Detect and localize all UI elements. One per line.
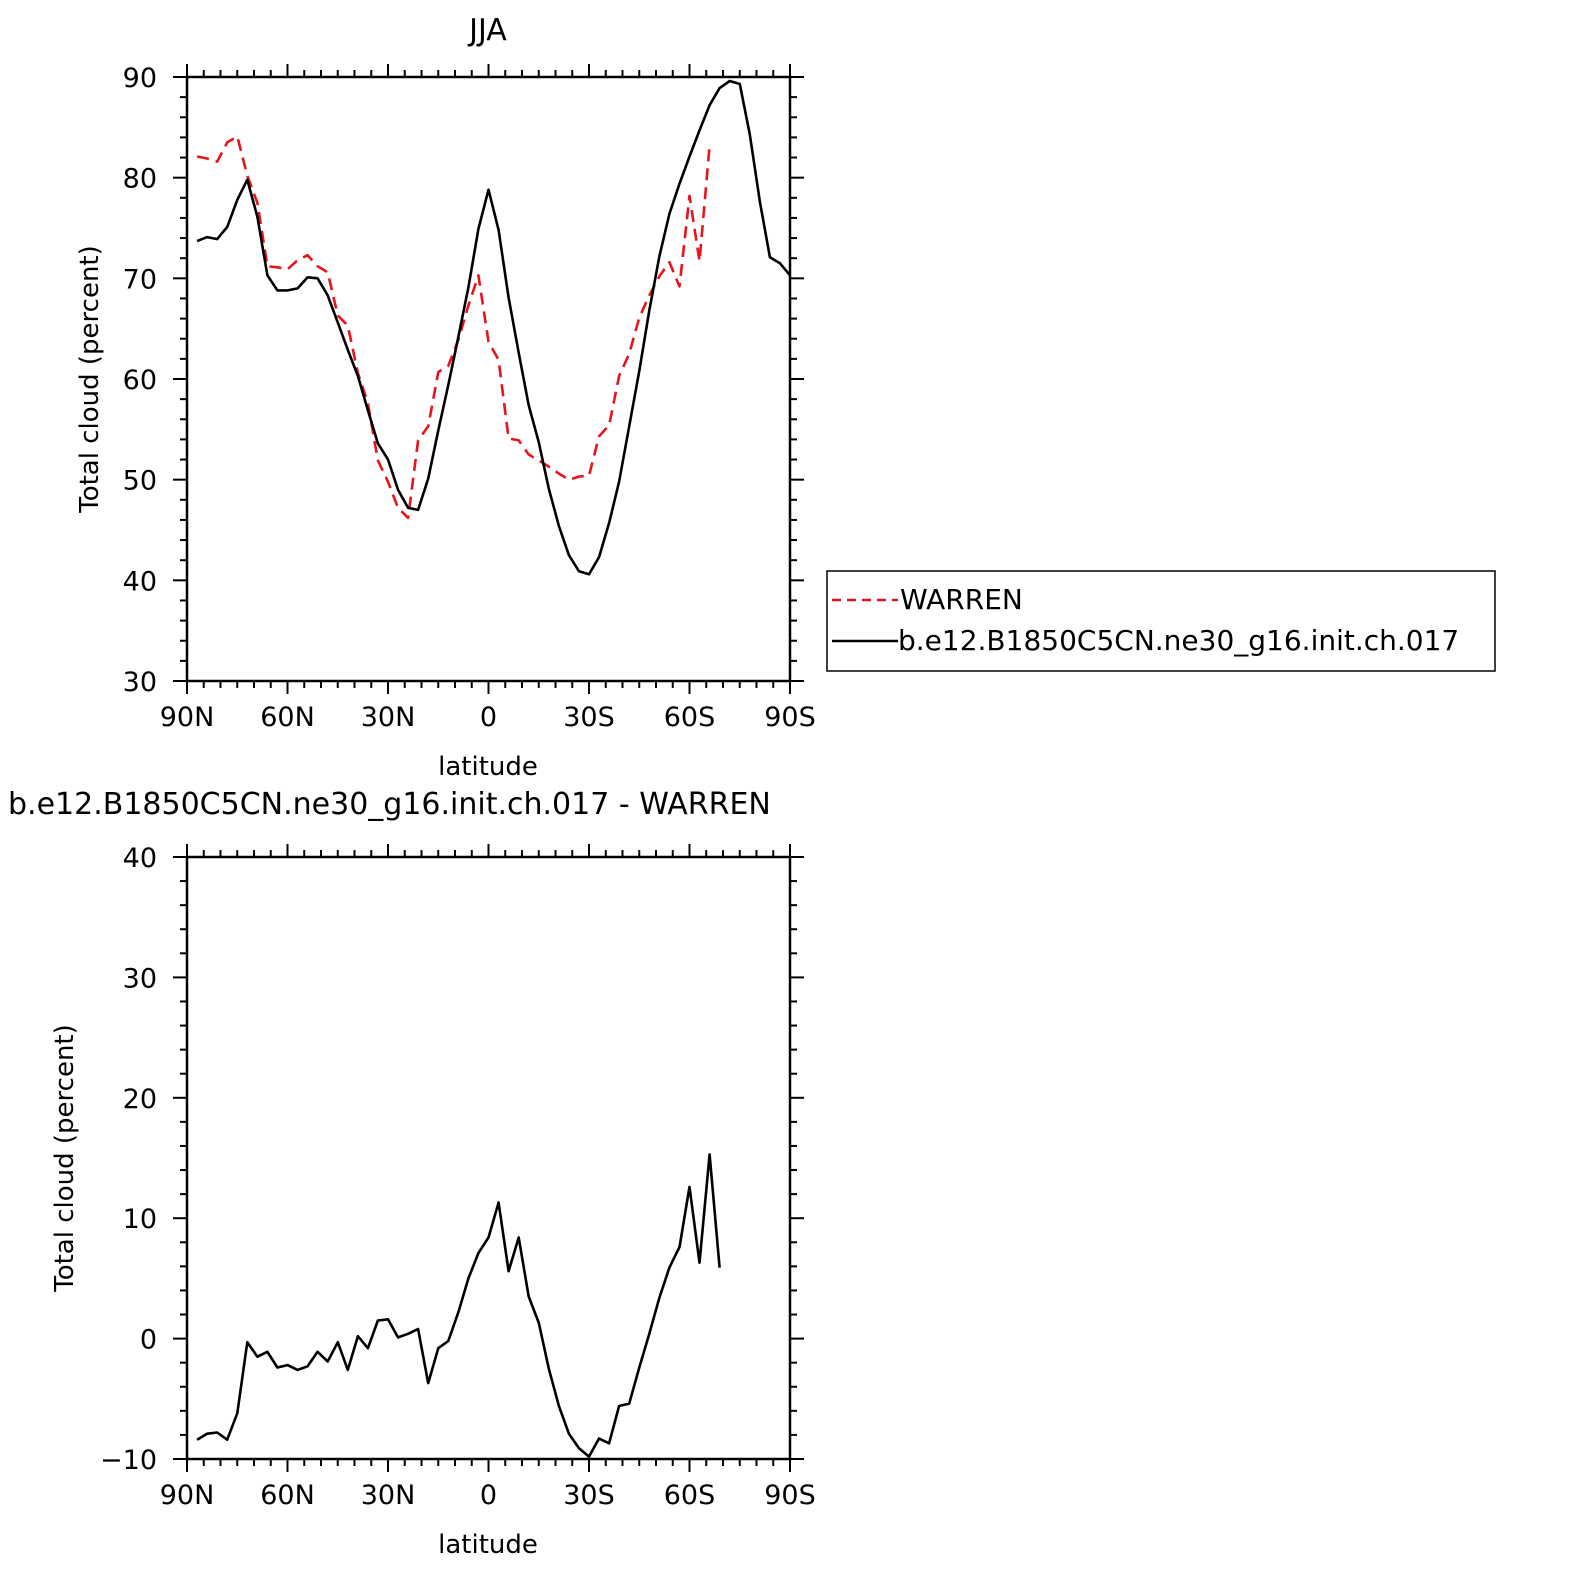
bottom-chart-plot-frame <box>185 855 792 1461</box>
top-y-tick-label: 70 <box>123 264 157 295</box>
top-y-tick-label: 60 <box>123 365 157 396</box>
bottom-x-tick-label: 90N <box>160 1480 215 1511</box>
bottom-y-tick-label: 10 <box>123 1204 157 1235</box>
bottom-y-tick-label: 30 <box>123 963 157 994</box>
top-chart-plot-frame <box>185 75 792 683</box>
bottom-chart-y-axis-label: Total cloud (percent) <box>50 1024 80 1293</box>
bottom-x-tick-label: 30N <box>361 1480 416 1511</box>
bottom-y-tick-label: 20 <box>123 1084 157 1115</box>
top-chart-y-axis-label: Total cloud (percent) <box>75 245 105 514</box>
top-x-tick-label: 30S <box>563 702 615 733</box>
bottom-chart-x-axis-label: latitude <box>438 1530 538 1560</box>
bottom-x-tick-label: 90S <box>764 1480 816 1511</box>
top-y-tick-label: 40 <box>123 566 157 597</box>
legend-label-model: b.e12.B1850C5CN.ne30_g16.init.ch.017 <box>898 624 1459 657</box>
bottom-x-tick-label: 60N <box>260 1480 315 1511</box>
top-y-tick-label: 30 <box>123 667 157 698</box>
top-series-line-warren <box>196 135 711 520</box>
top-x-tick-label: 0 <box>480 702 497 733</box>
top-chart-x-axis-label: latitude <box>438 752 538 782</box>
bottom-x-tick-label: 60S <box>664 1480 716 1511</box>
legend-box <box>826 570 1496 672</box>
top-chart-panel: JJA Total cloud (percent) latitude 90N 60… <box>75 13 816 782</box>
top-x-tick-label: 60S <box>664 702 716 733</box>
bottom-y-tick-label: 0 <box>140 1325 157 1356</box>
top-y-tick-label: 80 <box>123 164 157 195</box>
top-y-tick-label: 90 <box>123 63 157 94</box>
bottom-x-tick-label: 0 <box>480 1480 497 1511</box>
top-series-line-model <box>196 79 791 576</box>
top-x-tick-label: 30N <box>361 702 416 733</box>
legend-label-warren: WARREN <box>900 583 1023 616</box>
top-y-tick-label: 50 <box>123 466 157 497</box>
bottom-y-tick-label: −10 <box>100 1445 157 1476</box>
legend: WARREN b.e12.B1850C5CN.ne30_g16.init.ch.… <box>826 570 1496 672</box>
top-x-tick-label: 60N <box>260 702 315 733</box>
bottom-y-tick-label: 40 <box>123 843 157 874</box>
top-x-tick-label: 90S <box>764 702 816 733</box>
bottom-chart-title: b.e12.B1850C5CN.ne30_g16.init.ch.017 - W… <box>8 787 771 822</box>
top-chart-title: JJA <box>467 13 507 48</box>
bottom-x-tick-label: 30S <box>563 1480 615 1511</box>
bottom-series-line-difference <box>196 1153 721 1458</box>
bottom-chart-panel: b.e12.B1850C5CN.ne30_g16.init.ch.017 - W… <box>8 787 816 1560</box>
top-x-tick-label: 90N <box>160 702 215 733</box>
